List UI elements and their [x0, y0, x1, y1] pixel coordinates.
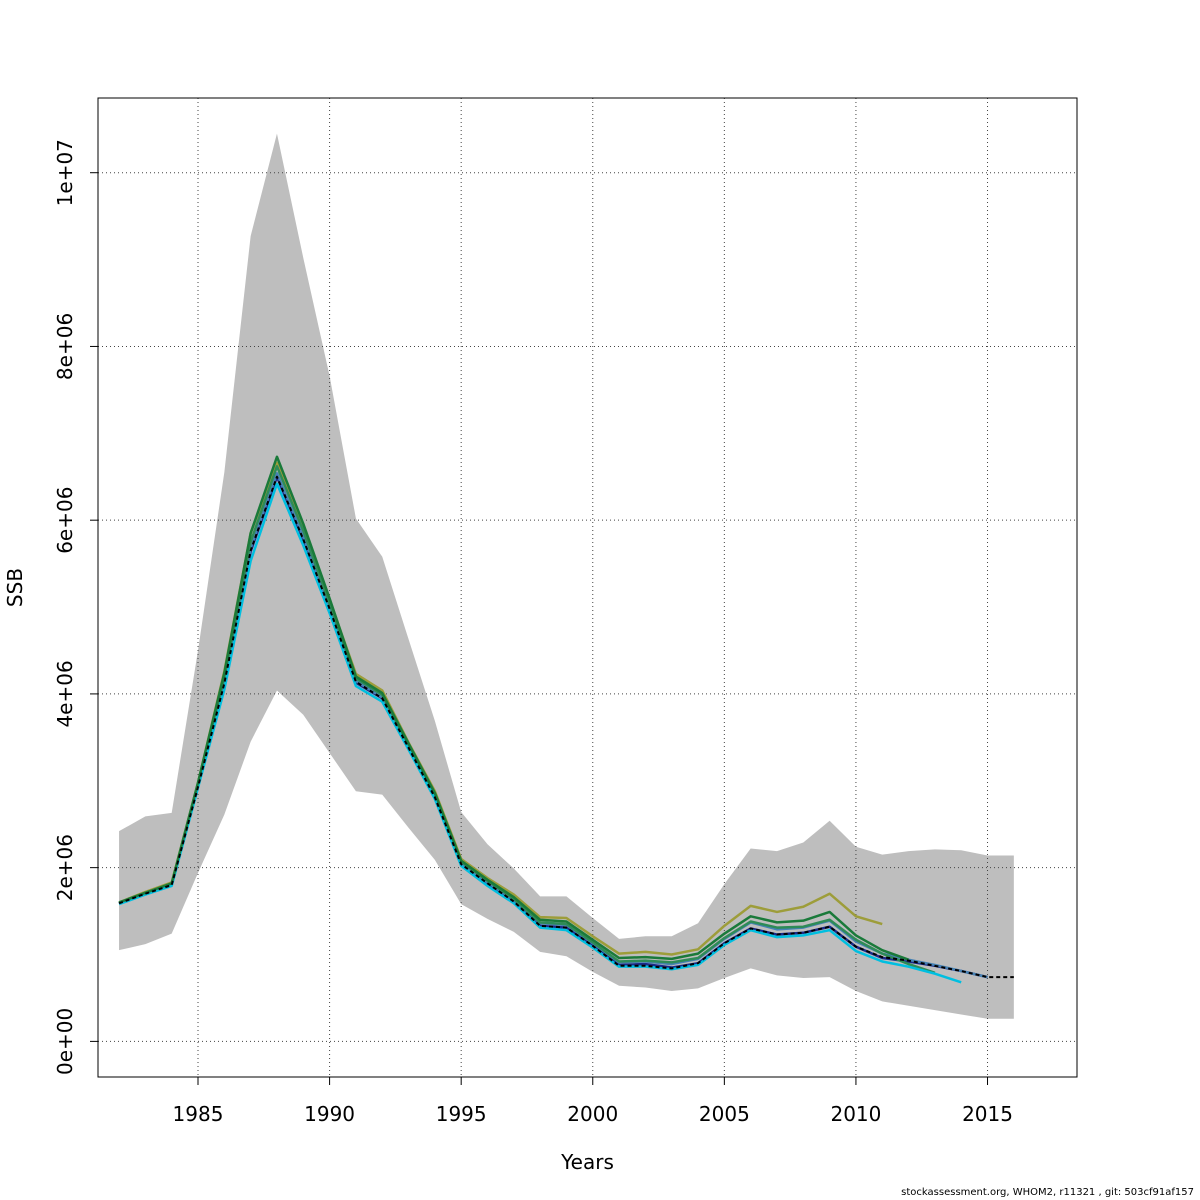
y-tick-label: 2e+06: [53, 834, 77, 901]
y-axis-title: SSB: [3, 568, 27, 607]
series-line-7: [118, 475, 1014, 979]
y-tick-label: 6e+06: [53, 487, 77, 554]
y-tick-label: 0e+00: [53, 1008, 77, 1075]
y-tick-label: 4e+06: [53, 660, 77, 727]
y-tick-label: 8e+06: [53, 313, 77, 380]
series-line-5: [118, 482, 962, 984]
y-axis: 0e+00 2e+06 4e+06 6e+06 8e+06 1e+07: [53, 139, 99, 1075]
confidence-band-area: [119, 133, 1014, 1019]
footer-credit: stockassessment.org, WHOM2, r11321 , git…: [901, 1187, 1194, 1198]
x-axis-title: Years: [560, 1150, 614, 1174]
x-tick-label: 2005: [699, 1102, 750, 1126]
x-tick-label: 2015: [962, 1102, 1013, 1126]
x-tick-label: 1990: [304, 1102, 355, 1126]
x-tick-label: 1995: [436, 1102, 487, 1126]
x-tick-label: 1985: [173, 1102, 224, 1126]
series-line-6: [118, 455, 909, 961]
series-line-4: [118, 465, 936, 974]
confidence-band: [119, 133, 1014, 1019]
y-tick-label: 1e+07: [53, 139, 77, 206]
x-tick-label: 2010: [830, 1102, 881, 1126]
series-lines: [118, 455, 1014, 984]
x-axis: 1985 1990 1995 2000 2005 2010 2015: [173, 1076, 1013, 1126]
x-tick-label: 2000: [567, 1102, 618, 1126]
